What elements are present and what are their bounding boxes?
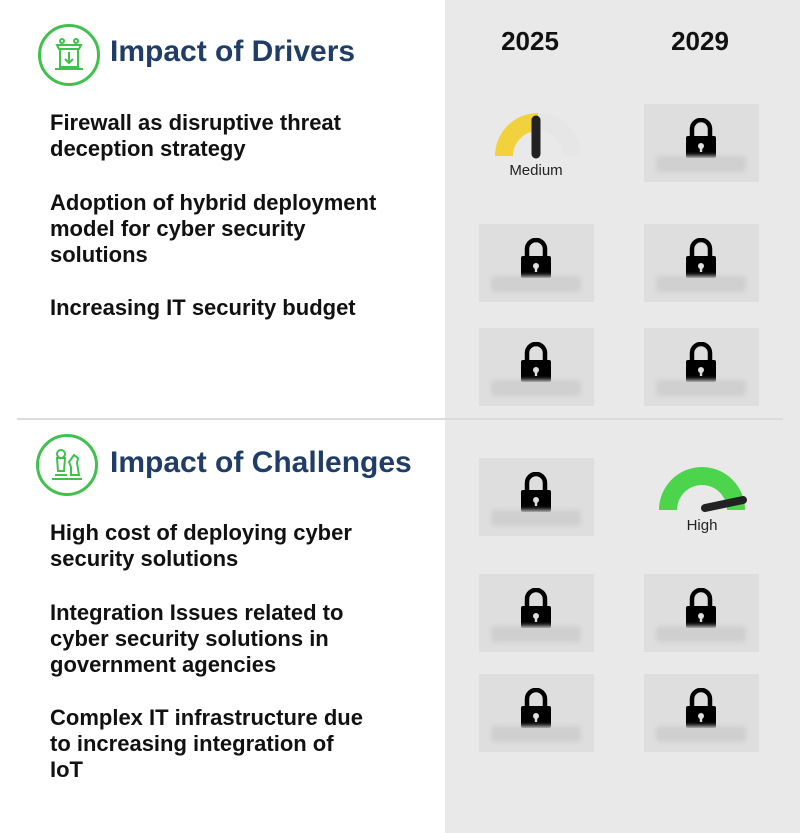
driver-row-3-label: Increasing IT security budget: [50, 295, 356, 320]
lock-icon: [686, 118, 716, 158]
blurred-value: [491, 626, 581, 642]
challenge-row-1-label: High cost of deploying cyber security so…: [50, 520, 352, 571]
challenge-row-3-label: Complex IT infrastructure due to increas…: [50, 705, 363, 782]
building-download-icon: [38, 24, 100, 86]
locked-value-tile[interactable]: [644, 224, 759, 302]
lock-icon: [686, 588, 716, 628]
lock-icon: [521, 342, 551, 382]
gauge-medium-label: Medium: [509, 162, 563, 179]
gauge-medium: [483, 108, 593, 188]
blurred-value: [491, 726, 581, 742]
driver-row-1-label: Firewall as disruptive threat deception …: [50, 110, 341, 161]
year-2025-header: 2025: [501, 26, 559, 56]
section-divider: [17, 418, 783, 420]
chess-pieces-icon: [36, 434, 98, 496]
blurred-value: [656, 156, 746, 172]
lock-icon: [686, 688, 716, 728]
challenges-title: Impact of Challenges: [110, 446, 412, 479]
lock-icon: [521, 472, 551, 512]
blurred-value: [491, 380, 581, 396]
lock-icon: [686, 342, 716, 382]
locked-value-tile[interactable]: [644, 674, 759, 752]
lock-icon: [521, 588, 551, 628]
blurred-value: [656, 276, 746, 292]
locked-value-tile[interactable]: [479, 458, 594, 536]
blurred-value: [656, 626, 746, 642]
locked-value-tile[interactable]: [479, 674, 594, 752]
locked-value-tile[interactable]: [479, 574, 594, 652]
year-2029-header: 2029: [671, 26, 729, 56]
locked-value-tile[interactable]: [644, 574, 759, 652]
lock-icon: [686, 238, 716, 278]
gauge-high: [647, 462, 757, 542]
blurred-value: [656, 380, 746, 396]
driver-row-2-label: Adoption of hybrid deployment model for …: [50, 190, 377, 267]
blurred-value: [491, 276, 581, 292]
blurred-value: [491, 510, 581, 526]
challenge-row-2-label: Integration Issues related to cyber secu…: [50, 600, 344, 677]
locked-value-tile[interactable]: [644, 104, 759, 182]
lock-icon: [521, 688, 551, 728]
locked-value-tile[interactable]: [479, 224, 594, 302]
blurred-value: [656, 726, 746, 742]
lock-icon: [521, 238, 551, 278]
locked-value-tile[interactable]: [644, 328, 759, 406]
gauge-high-label: High: [686, 517, 718, 534]
drivers-title: Impact of Drivers: [110, 35, 356, 68]
locked-value-tile[interactable]: [479, 328, 594, 406]
